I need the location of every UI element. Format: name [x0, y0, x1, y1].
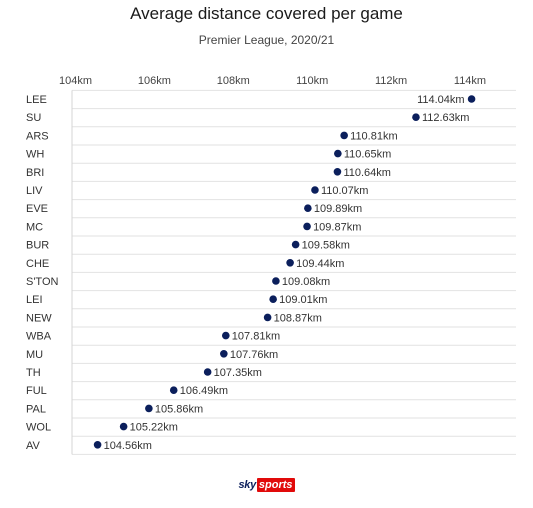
data-point: [222, 331, 230, 340]
data-point: [333, 168, 342, 176]
data-label: 107.76km: [230, 349, 278, 361]
category-label: BUR: [26, 240, 49, 252]
data-point: [311, 186, 319, 194]
data-label: 104.56km: [104, 440, 152, 452]
data-point: [334, 149, 342, 158]
data-point: [467, 95, 476, 103]
data-label: 110.65km: [344, 149, 392, 161]
data-point: [303, 222, 311, 231]
category-label: LEI: [26, 294, 43, 306]
data-label: 107.35km: [214, 367, 262, 379]
sky-sports-logo: sky sports: [0, 478, 533, 492]
sky-logo-text: sky: [238, 479, 256, 491]
category-label: WOL: [26, 422, 51, 434]
category-label: AV: [26, 440, 41, 452]
category-label: S'TON: [26, 276, 59, 288]
chart-title: Average distance covered per game: [130, 4, 403, 23]
x-tick-label: 114km: [454, 75, 486, 87]
data-point: [145, 404, 153, 413]
category-label: WH: [26, 149, 44, 161]
data-point: [119, 422, 128, 431]
category-label: MU: [26, 349, 43, 361]
category-label: BRI: [26, 167, 44, 179]
data-point: [412, 113, 420, 121]
sports-logo-text: sports: [256, 478, 295, 492]
category-label: SU: [26, 112, 41, 124]
x-tick-label: 112km: [375, 75, 407, 87]
category-label: LEE: [26, 94, 47, 106]
x-tick-label: 108km: [217, 75, 250, 87]
chart-subtitle: Premier League, 2020/21: [198, 33, 335, 47]
data-label: 112.63km: [422, 112, 470, 124]
data-point: [272, 277, 280, 285]
category-label: ARS: [26, 130, 49, 142]
data-label: 105.22km: [130, 422, 178, 434]
data-point: [269, 295, 277, 304]
data-point: [263, 313, 272, 322]
data-point: [291, 240, 300, 249]
data-label: 107.81km: [232, 331, 280, 343]
data-point: [286, 259, 294, 267]
data-label: 109.08km: [282, 276, 330, 288]
data-point: [220, 350, 228, 358]
x-tick-label: 110km: [296, 75, 328, 87]
category-label: MC: [26, 221, 43, 233]
data-label: 108.87km: [274, 312, 322, 324]
x-tick-label: 104km: [59, 75, 92, 87]
data-label: 110.07km: [321, 185, 369, 197]
data-label: 105.86km: [155, 403, 203, 415]
data-label: 109.44km: [296, 258, 344, 270]
data-label: 109.58km: [302, 240, 350, 252]
data-label: 109.01km: [279, 294, 327, 306]
data-point: [340, 131, 348, 140]
data-point: [304, 204, 312, 212]
data-point: [93, 441, 102, 449]
category-label: NEW: [26, 312, 52, 324]
category-label: LIV: [26, 185, 43, 197]
data-label: 110.64km: [343, 167, 391, 179]
data-label: 109.87km: [313, 221, 361, 233]
data-point: [169, 386, 178, 395]
data-label: 114.04km: [417, 94, 465, 106]
category-label: WBA: [26, 331, 52, 343]
data-label: 110.81km: [350, 130, 398, 142]
category-label: CHE: [26, 258, 49, 270]
data-label: 109.89km: [314, 203, 362, 215]
data-label: 106.49km: [180, 385, 228, 397]
category-label: FUL: [26, 385, 47, 397]
category-label: PAL: [26, 403, 46, 415]
x-tick-label: 106km: [138, 75, 171, 87]
category-label: EVE: [26, 203, 48, 215]
data-point: [203, 368, 212, 376]
category-label: TH: [26, 367, 41, 379]
